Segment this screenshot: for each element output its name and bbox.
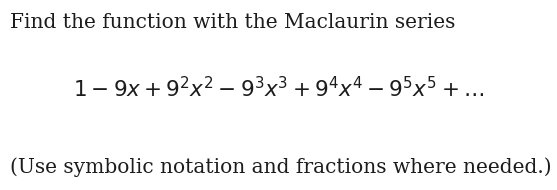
Text: $1 - 9x + 9^{2}x^{2} - 9^{3}x^{3} + 9^{4}x^{4} - 9^{5}x^{5} + \ldots$: $1 - 9x + 9^{2}x^{2} - 9^{3}x^{3} + 9^{4… <box>73 77 484 102</box>
Text: (Use symbolic notation and fractions where needed.): (Use symbolic notation and fractions whe… <box>10 157 551 177</box>
Text: Find the function with the Maclaurin series: Find the function with the Maclaurin ser… <box>10 13 456 32</box>
